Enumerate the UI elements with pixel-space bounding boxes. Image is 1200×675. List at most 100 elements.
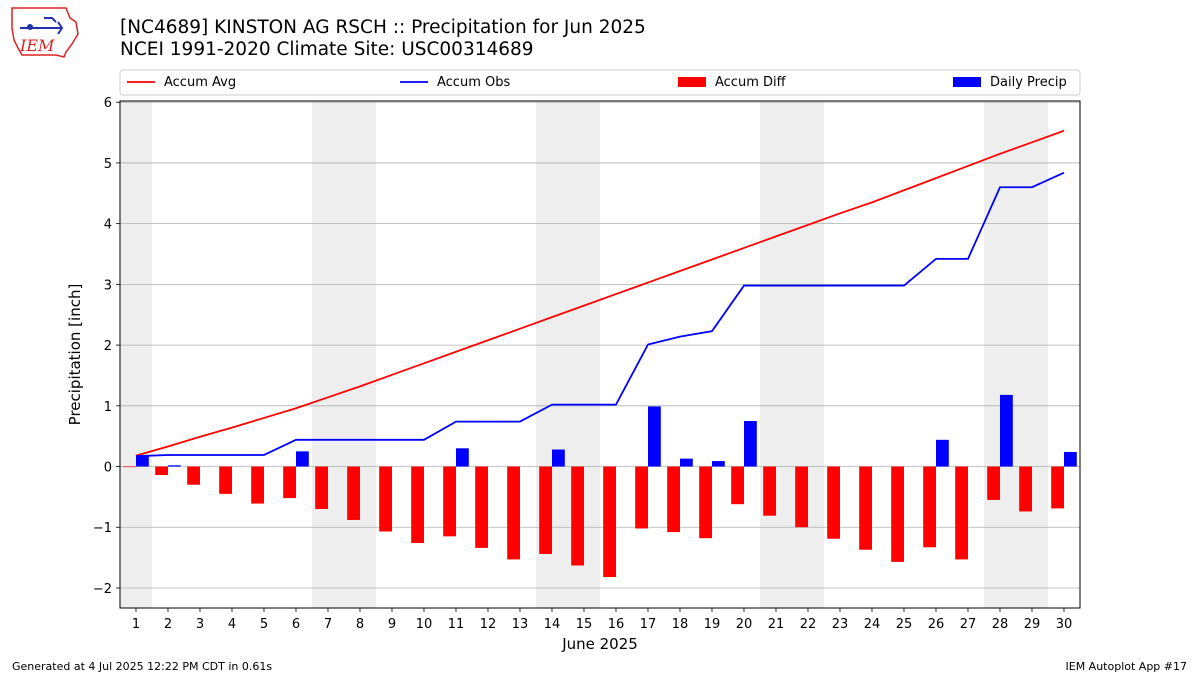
y-tick-label: 2: [104, 339, 112, 354]
accum-diff-bar: [219, 466, 232, 494]
x-tick-label: 13: [512, 617, 529, 632]
legend-label: Accum Diff: [715, 75, 787, 90]
legend-item-accum-diff: Accum Diff: [678, 75, 787, 90]
x-tick-label: 7: [324, 617, 332, 632]
y-axis-label: Precipitation [inch]: [66, 284, 84, 426]
chart-title: [NC4689] KINSTON AG RSCH :: Precipitatio…: [120, 17, 646, 38]
x-tick-label: 5: [260, 617, 268, 632]
accum-obs-line: [135, 171, 1065, 458]
x-tick-label: 2: [164, 617, 172, 632]
accum-diff-bar: [1019, 466, 1032, 512]
y-tick-label: −1: [93, 521, 112, 536]
accum-avg-line: [135, 129, 1065, 457]
app-label: IEM Autoplot App #17: [1065, 660, 1188, 673]
x-tick-label: 28: [992, 617, 1009, 632]
accum-diff-bar: [379, 466, 392, 532]
accum-diff-bar: [731, 466, 744, 505]
daily-precip-bar: [552, 449, 565, 467]
daily-precip-bar: [136, 456, 149, 467]
accum-diff-bar: [539, 466, 552, 554]
legend-swatch: [953, 77, 981, 87]
accum-diff-bar: [635, 466, 648, 529]
y-tick-label: 5: [104, 157, 112, 172]
x-tick-label: 17: [640, 617, 657, 632]
accum-diff-bar: [667, 466, 680, 533]
legend-item-accum-obs: Accum Obs: [400, 75, 510, 90]
generated-timestamp: Generated at 4 Jul 2025 12:22 PM CDT in …: [12, 660, 273, 673]
accum-diff-bar: [955, 466, 968, 560]
x-tick-label: 6: [292, 617, 300, 632]
accum-diff-bar: [187, 466, 200, 485]
accum-diff-bar: [443, 466, 456, 537]
chart-subtitle: NCEI 1991-2020 Climate Site: USC00314689: [120, 39, 534, 60]
weekend-band: [760, 101, 824, 608]
x-tick-label: 12: [480, 617, 497, 632]
weekend-band: [312, 101, 376, 608]
accum-diff-bar: [283, 466, 296, 499]
x-tick-label: 29: [1024, 617, 1041, 632]
x-tick-label: 26: [928, 617, 945, 632]
accum-diff-bar: [315, 466, 328, 510]
x-tick-label: 19: [704, 617, 721, 632]
x-tick-label: 27: [960, 617, 977, 632]
x-tick-label: 20: [736, 617, 753, 632]
accum-diff-bar: [923, 466, 936, 548]
legend-item-accum-avg: Accum Avg: [127, 75, 236, 90]
x-tick-label: 9: [388, 617, 396, 632]
legend-label: Daily Precip: [990, 75, 1067, 90]
x-tick-label: 21: [768, 617, 785, 632]
x-tick-label: 8: [356, 617, 364, 632]
y-tick-label: 4: [104, 218, 112, 233]
accum-diff-bar: [155, 466, 168, 476]
legend: Accum Avg Accum Obs Accum Diff Daily Precip: [119, 69, 1081, 96]
x-tick-label: 14: [544, 617, 561, 632]
x-tick-label: 18: [672, 617, 689, 632]
daily-precip-bar: [1000, 394, 1013, 467]
weekend-band: [120, 101, 152, 608]
daily-precip-bar: [296, 451, 309, 467]
x-tick-label: 10: [416, 617, 433, 632]
daily-precip-bar: [680, 458, 693, 467]
x-tick-label: 4: [228, 617, 236, 632]
logo-text: IEM: [19, 36, 55, 55]
x-tick-label: 15: [576, 617, 593, 632]
legend-item-daily-precip: Daily Precip: [953, 75, 1067, 90]
y-tick-label: 3: [104, 278, 112, 293]
iem-logo: IEM: [11, 7, 79, 58]
plot-frame: [119, 100, 1081, 609]
x-tick-label: 11: [448, 617, 465, 632]
daily-precip-bar: [712, 461, 725, 467]
daily-precip-bar: [1064, 451, 1077, 467]
accum-diff-bar: [1051, 466, 1064, 509]
x-tick-label: 22: [800, 617, 817, 632]
x-axis-label: June 2025: [561, 635, 638, 653]
y-tick-label: 1: [104, 400, 112, 415]
daily-precip-bar: [456, 448, 469, 467]
accum-diff-bar: [347, 466, 360, 520]
x-tick-label: 23: [832, 617, 849, 632]
accum-diff-bar: [859, 466, 872, 550]
accum-diff-bar: [987, 466, 1000, 500]
daily-precip-bar: [744, 420, 757, 467]
y-tick-label: 0: [104, 461, 112, 476]
daily-precip-bar: [648, 406, 661, 467]
accum-diff-bar: [251, 466, 264, 504]
x-tick-label: 25: [896, 617, 913, 632]
x-tick-label: 30: [1056, 617, 1073, 632]
x-tick-label: 16: [608, 617, 625, 632]
legend-label: Accum Obs: [437, 75, 510, 90]
y-tick-label: 6: [104, 96, 112, 111]
legend-box: [119, 69, 1081, 96]
accum-diff-bar: [795, 466, 808, 528]
weekend-band: [984, 101, 1048, 608]
accum-diff-bar: [891, 466, 904, 562]
x-tick-label: 24: [864, 617, 881, 632]
legend-label: Accum Avg: [164, 75, 236, 90]
x-tick-label: 1: [132, 617, 140, 632]
accum-diff-bar: [763, 466, 776, 516]
accum-diff-bar: [603, 466, 616, 578]
accum-diff-bar: [827, 466, 840, 539]
accum-diff-bar: [411, 466, 424, 544]
x-tick-label: 3: [196, 617, 204, 632]
